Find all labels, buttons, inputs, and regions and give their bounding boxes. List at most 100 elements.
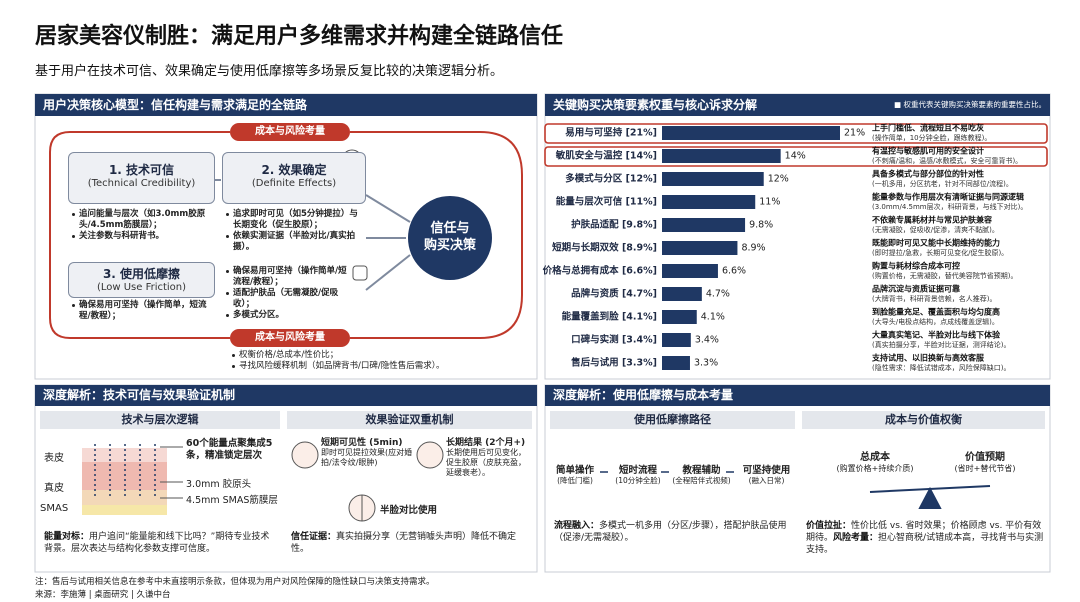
para-label: 能量对标：	[44, 532, 90, 542]
annotation-head: 品牌沉淀与资质证据可靠	[872, 284, 960, 294]
category-label: 价格与总拥有成本 [6.6%]	[543, 265, 657, 277]
annotation-detail: (隐性需求：降低试错成本，风险保障缺口)。	[872, 363, 1010, 372]
para-text: 用户追问“能量能和线下比吗？”期待专业技术背景。层次表达与结构化参数支撑可信度。	[44, 532, 270, 554]
model-box: 3. 使用低摩擦 (Low Use Friction)	[68, 262, 215, 298]
skin-layer	[82, 490, 167, 505]
step: 教程辅助 (全程陪伴式视频)	[669, 462, 734, 485]
annotation-head: 大量真实笔记、半脸对比与线下体验	[872, 330, 1001, 340]
annotation-head: 购置与耗材综合成本可控	[872, 261, 960, 271]
arrows	[215, 179, 411, 291]
bullet: 追求即时可见（如5分钟提拉）与长期变化（促生胶原）；	[226, 209, 364, 231]
layer-label: 真皮	[44, 483, 64, 494]
pill	[230, 123, 350, 141]
energy-points	[94, 444, 156, 498]
pill-label: 成本与风险考量	[255, 126, 325, 137]
callout: 4.5mm SMAS筋膜层	[186, 495, 278, 506]
effect-detail: 即时可见提拉效果(应对婚拍/法令纹/眼肿)	[321, 448, 413, 467]
annotation-detail: (3.0mm/4.5mm层次，科研背景，与线下对比)。	[872, 202, 1027, 211]
bar	[662, 356, 690, 370]
bullet: 追问能量与层次（如3.0mm胶原头/4.5mm筋膜层）；	[72, 209, 212, 231]
value-label: 4.1%	[701, 312, 725, 323]
face-icon	[416, 441, 444, 469]
annotation-head: 不依赖专属耗材并与常见护肤兼容	[872, 215, 992, 225]
box-subtitle: (Technical Credibility)	[87, 178, 196, 189]
para-text: 多模式一机多用（分区/步骤），搭配护肤品使用（促渗/无需凝胶）。	[554, 521, 787, 543]
page-title: 居家美容仪制胜：满足用户多维需求并构建全链路信任	[35, 24, 564, 49]
bullet: 多模式分区。	[226, 310, 348, 321]
bullet: 寻找风险缓释机制（如品牌背书/口碑/隐性售后需求）。	[232, 361, 522, 372]
category-label: 售后与试用 [3.3%]	[571, 357, 657, 369]
center-line: 购买决策	[423, 238, 476, 253]
paragraph: 能量对标：用户追问“能量能和线下比吗？”期待专业技术背景。层次表达与结构化参数支…	[44, 531, 276, 555]
chart-note: ■ 权重代表关键购买决策要素的重要性占比。	[894, 100, 1046, 109]
bullet-list: 确保易用可坚持（操作简单，短流程/教程）；	[72, 300, 212, 322]
layer-label: SMAS	[40, 503, 69, 514]
para-text: 真实拍摄分享（无营销噱头声明）降低不确定性。	[291, 532, 517, 554]
value-label: 3.4%	[695, 335, 719, 346]
callout: 3.0mm 胶原头	[186, 479, 252, 490]
callout: 60个能量点聚集成5条，精准锁定层次	[186, 438, 273, 461]
para-label: 风险考量：	[833, 533, 879, 543]
bullet: 适配护肤品（无需凝胶/促吸收）；	[226, 288, 348, 310]
footnote: 注：售后与试用相关信息在参考中未直接明示条款，但体现为用户对风险保障的隐性缺口与…	[35, 577, 435, 587]
skin-layer	[82, 505, 167, 515]
effect-head: 长期结果 (2个月+)	[446, 438, 526, 448]
category-label: 护肤品适配 [9.8%]	[571, 219, 657, 231]
category-label: 多模式与分区 [12%]	[565, 173, 657, 185]
step-sub: (全程陪伴式视频)	[672, 476, 731, 485]
annotation-detail: (操作简单，10分钟全脸，跟练教程)。	[872, 133, 991, 142]
step-sub: (降低门槛)	[557, 476, 593, 485]
annotation-detail: (大牌背书，科研背景信赖，名人推荐)。	[872, 294, 996, 303]
panel-header: 用户决策核心模型：信任构建与需求满足的全链路	[35, 94, 537, 116]
effect-detail: 长期使用后可见变化，促生胶原（皮肤充盈，延缓衰老）。	[446, 448, 526, 477]
step-head: 简单操作	[555, 465, 594, 476]
annotation-detail: (不刺痛/温和，温感/冰敷模式，安全可靠背书)。	[872, 156, 1022, 165]
pill	[230, 329, 350, 347]
value-label: 3.3%	[694, 358, 718, 369]
icon	[352, 265, 368, 281]
paragraph: 价值拉扯：性价比低 vs. 省时效果；价格顾虑 vs. 平价有效期待。风险考量：…	[806, 520, 1044, 556]
sub-header: 成本与价值权衡	[802, 411, 1045, 429]
para-label: 价值拉扯：	[806, 521, 852, 531]
paragraph: 流程融入：多模式一机多用（分区/步骤），搭配护肤品使用（促渗/无需凝胶）。	[554, 520, 790, 544]
step: 可坚持使用 (融入日常)	[734, 462, 799, 485]
annotation-head: 有温控与敏感肌可用的安全设计	[872, 146, 984, 156]
box-subtitle: (Definite Effects)	[251, 178, 337, 189]
bar	[662, 333, 691, 347]
annotation-head: 具备多模式与部分部位的针对性	[872, 169, 984, 179]
category-label: 易用与可坚持 [21%]	[565, 127, 657, 139]
value-label: 14%	[785, 151, 806, 162]
bar	[662, 218, 746, 232]
panel-header: 深度解析：技术可信与效果验证机制	[35, 385, 537, 406]
highlight-box	[544, 146, 1048, 167]
step: 简单操作 (降低门槛)	[550, 462, 600, 485]
panel-header: 深度解析：使用低摩擦与成本考量	[545, 385, 1050, 406]
bullet-list: 确保易用可坚持（操作简单/短流程/教程）； 适配护肤品（无需凝胶/促吸收）； 多模式…	[226, 266, 348, 321]
highlight-box	[544, 123, 1048, 144]
cost-head: 价值预期	[965, 452, 1005, 463]
bar	[662, 287, 702, 301]
bar	[662, 310, 697, 324]
step-head: 短时流程	[618, 465, 657, 476]
risk-loop	[350, 131, 523, 339]
bar	[662, 264, 718, 278]
para-text: 性价比低 vs. 省时效果；价格顾虑 vs. 平价有效期待。	[806, 521, 1042, 543]
face-icon	[291, 441, 319, 469]
category-label: 品牌与资质 [4.7%]	[571, 288, 657, 300]
sub-header: 使用低摩擦路径	[550, 411, 795, 429]
annotation-head: 能量参数与作用层次有清晰证据与同源逻辑	[872, 192, 1024, 202]
paragraph: 信任证据：真实拍摄分享（无营销噱头声明）降低不确定性。	[291, 531, 531, 555]
cost-side: 价值预期 (省时+替代节省)	[930, 448, 1040, 474]
bullet-list: 追求即时可见（如5分钟提拉）与长期变化（促生胶原）； 依赖实测证据（半脸对比/真实…	[226, 209, 364, 253]
balance	[869, 485, 991, 509]
step-head: 可坚持使用	[742, 465, 791, 476]
cost-sub: (省时+替代节省)	[954, 464, 1016, 473]
center-line: 信任与	[430, 221, 470, 236]
bullet-list: 追问能量与层次（如3.0mm胶原头/4.5mm筋膜层）； 关注参数与科研背书。	[72, 209, 212, 242]
value-label: 4.7%	[706, 289, 730, 300]
annotation-detail: (一机多用，分区抗老，针对不同部位/流程)。	[872, 179, 1013, 188]
panel-header: 关键购买决策要素权重与核心诉求分解	[545, 94, 1050, 116]
annotation-detail: (大导头/电极点结构，点成线覆盖逻辑)。	[872, 317, 999, 326]
